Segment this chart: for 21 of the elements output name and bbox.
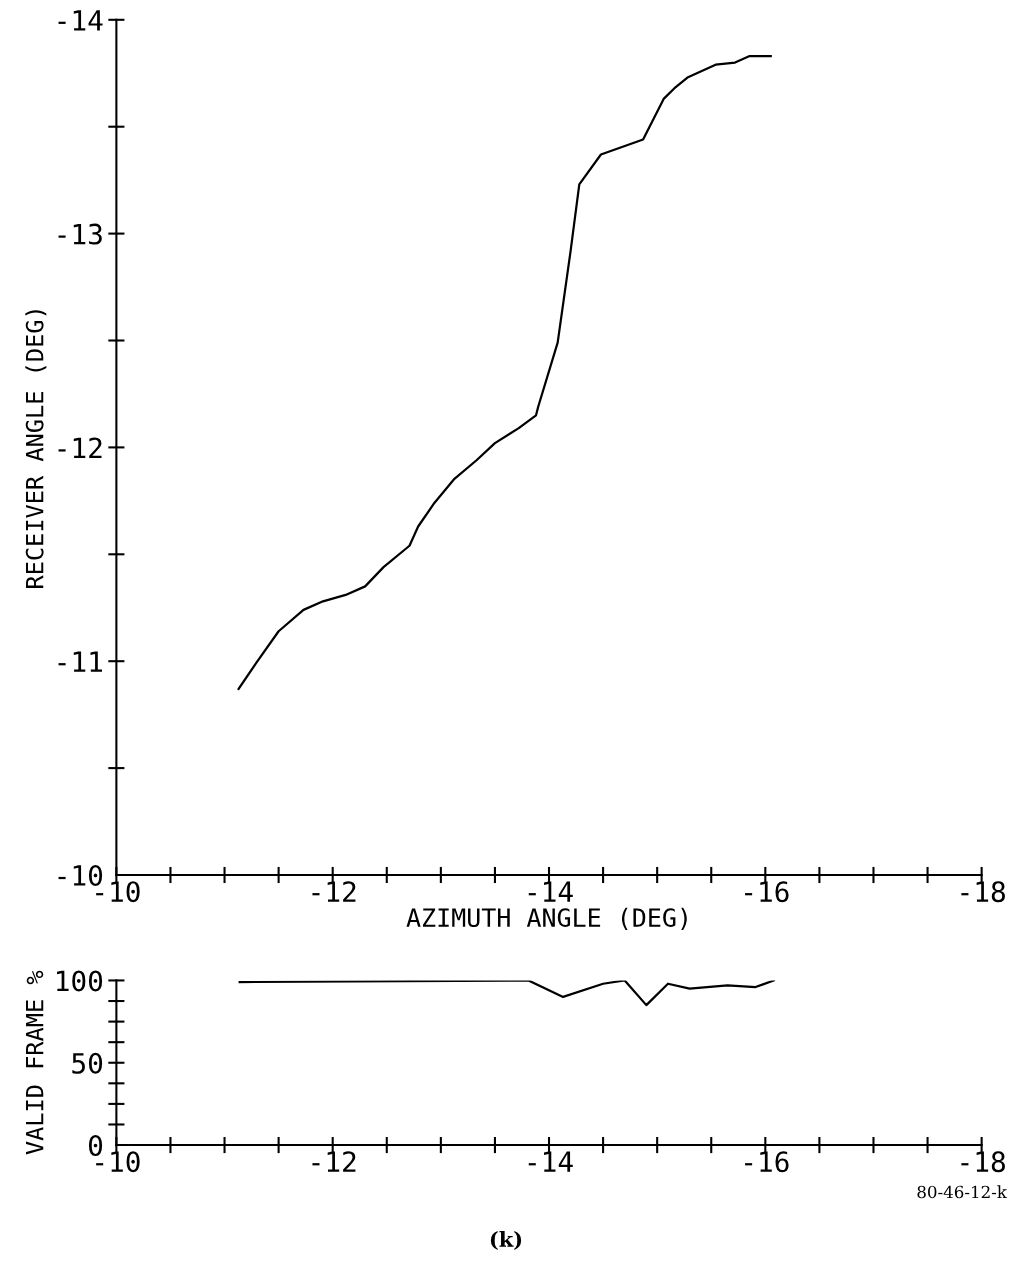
line-series (237, 55, 772, 691)
x-tick-label: -16 (745, 881, 789, 903)
x-tick-label: -14 (528, 1151, 573, 1172)
y-tick-label: -11 (58, 651, 102, 672)
text: (k) (490, 1230, 522, 1250)
x-tick-label: -16 (745, 1151, 789, 1173)
y-tick-label: -13 (58, 223, 102, 245)
x-tick-label: -12 (312, 1151, 356, 1172)
text: 80-46-12-k (917, 1185, 1008, 1199)
y-tick-label: -12 (58, 437, 102, 459)
y-axis-title: VALID FRAME % (26, 970, 44, 1155)
y-tick-label: 50 (72, 1052, 103, 1074)
x-tick-label: -12 (312, 881, 356, 902)
x-tick-label: -18 (961, 881, 1005, 903)
y-tick-label: -14 (58, 10, 103, 31)
x-tick-label: -18 (961, 1151, 1005, 1173)
y-tick-label: 100 (57, 970, 103, 992)
x-axis-title: AZIMUTH ANGLE (DEG) (406, 907, 687, 931)
line-series (238, 980, 776, 1007)
x-tick-label: -14 (528, 881, 573, 902)
y-axis-title: RECEIVER ANGLE (DEG) (25, 310, 47, 588)
